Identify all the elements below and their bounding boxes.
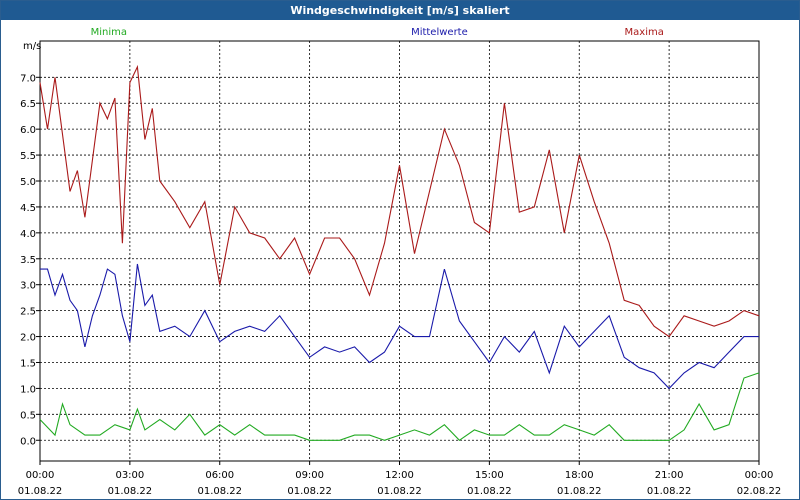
legend-mittelwerte: Mittelwerte [411, 27, 468, 38]
y-tick-label: 5.0 [20, 177, 36, 188]
x-tick-date: 01.08.22 [108, 486, 153, 497]
y-tick-label: 3.5 [20, 255, 36, 266]
y-axis-label: m/s [23, 41, 41, 52]
x-tick-time: 21:00 [655, 470, 684, 481]
y-tick-label: 6.0 [20, 125, 36, 136]
x-tick-time: 15:00 [475, 470, 504, 481]
y-tick-label: 0.5 [20, 410, 36, 421]
x-tick-date: 01.08.22 [377, 486, 422, 497]
y-tick-label: 1.5 [20, 358, 36, 369]
y-tick-label: 7.0 [20, 73, 36, 84]
y-tick-label: 4.5 [20, 203, 36, 214]
y-tick-label: 4.0 [20, 229, 36, 240]
x-tick-date: 01.08.22 [197, 486, 242, 497]
x-tick-date: 01.08.22 [467, 486, 512, 497]
x-tick-date: 01.08.22 [557, 486, 602, 497]
y-tick-label: 6.5 [20, 99, 36, 110]
y-tick-label: 0.0 [20, 436, 36, 447]
x-tick-date: 01.08.22 [647, 486, 692, 497]
legend-minima: Minima [91, 27, 127, 38]
legend-maxima: Maxima [625, 27, 664, 38]
y-tick-label: 1.0 [20, 384, 36, 395]
chart-area: 0.0 0.5 1.0 1.5 2.0 2.5 3.0 3.5 4.0 4.5 5.0 5.5 6.0 6… [18, 27, 782, 497]
x-tick-time: 00:00 [745, 470, 774, 481]
x-tick-time: 12:00 [385, 470, 414, 481]
series-line-maxima [39, 64, 760, 338]
x-tick-date: 01.08.22 [18, 486, 63, 497]
y-tick-label: 5.5 [20, 151, 36, 162]
x-tick-time: 03:00 [115, 470, 144, 481]
chart-title: Windgeschwindigkeit [m/s] skaliert [1, 1, 799, 20]
y-tick-label: 2.5 [20, 307, 36, 318]
x-tick-time: 09:00 [295, 470, 324, 481]
x-tick-time: 00:00 [26, 470, 55, 481]
x-tick-date: 01.08.22 [287, 486, 332, 497]
y-tick-label: 2.0 [20, 333, 36, 344]
series-line-minima [39, 372, 760, 442]
series-line-mittelwerte [40, 263, 759, 390]
y-tick-label: 3.0 [20, 281, 36, 292]
x-tick-time: 06:00 [205, 470, 234, 481]
x-tick-time: 18:00 [565, 470, 594, 481]
x-tick-date: 02.08.22 [737, 486, 782, 497]
